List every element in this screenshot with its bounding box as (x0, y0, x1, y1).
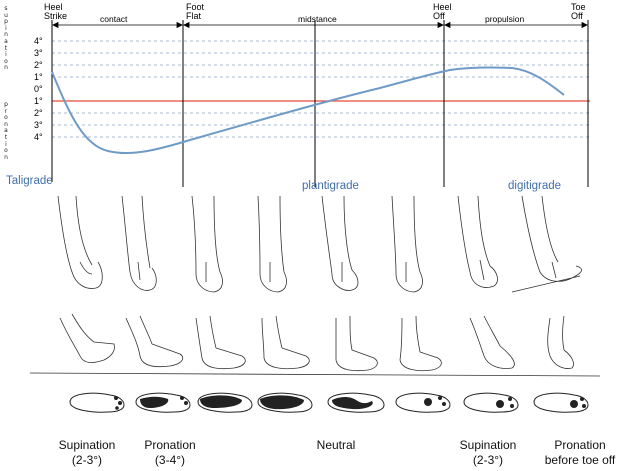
y-tick-label: 0° (34, 84, 43, 94)
state-supination-1-range: (2-3°) (72, 453, 102, 467)
heel-strike-label-2: Strike (44, 11, 67, 21)
footprint-row (69, 392, 589, 413)
foot-flat-label-1: Foot (186, 2, 205, 12)
state-neutral: Neutral (317, 438, 356, 452)
grid-lines (52, 40, 590, 138)
y-tick-label: 1° (34, 72, 43, 82)
footprint-3 (197, 392, 253, 413)
ground-line (29, 372, 601, 377)
digitigrade-label: digitigrade (508, 180, 561, 192)
state-pronation-1: Pronation (144, 438, 195, 452)
rear-view-1 (57, 195, 103, 289)
rear-view-5 (321, 195, 359, 291)
heel-strike-label-1: Heel (44, 2, 63, 12)
footprint-7 (463, 392, 519, 413)
side-view-4 (261, 315, 310, 370)
rear-view-2 (121, 195, 157, 291)
side-view-6 (399, 315, 442, 372)
footprint-6 (395, 392, 451, 413)
side-view-2 (125, 315, 184, 368)
y-tick-label: 3° (34, 120, 43, 130)
rear-view-6 (391, 195, 423, 293)
side-view-1 (59, 313, 115, 364)
y-tick-label: 4° (34, 132, 43, 142)
heel-off-label-1: Heel (433, 2, 452, 12)
plantigrade-label: plantigrade (302, 180, 359, 192)
toe-off-label-1: Toe (571, 2, 586, 12)
phase-propulsion-label: propulsion (485, 14, 524, 24)
phase-arrows (52, 21, 588, 29)
y-tick-label: 2° (34, 60, 43, 70)
side-view-7 (469, 315, 515, 369)
motion-curve (51, 66, 565, 155)
tick-labels: 4° 3° 2° 1° 0° 1° 2° 3° 4° (34, 36, 43, 142)
state-pronation-2: Pronation (554, 438, 605, 452)
phase-midstance-label: midstance (298, 14, 337, 24)
footprint-1 (69, 392, 125, 413)
y-tick-label: 4° (34, 36, 43, 46)
toe-off-label-2: Off (571, 11, 583, 21)
rear-view-8 (511, 195, 582, 293)
footprint-2 (135, 392, 191, 413)
state-supination-2: Supination (460, 438, 517, 452)
state-pronation-2-range: before toe off (545, 453, 616, 467)
side-view-sketches (29, 313, 601, 377)
taligrade-label: Taligrade (6, 175, 53, 187)
rear-view-7 (457, 195, 498, 288)
foot-flat-label-2: Flat (186, 11, 202, 21)
side-view-8 (547, 315, 574, 369)
rear-view-3 (191, 195, 223, 293)
phase-contact-label: contact (100, 14, 128, 24)
rear-view-4 (257, 195, 287, 293)
foot-state-labels: Supination (2-3°) Pronation (3-4°) Neutr… (59, 438, 616, 467)
y-tick-label: 1° (34, 96, 43, 106)
state-supination-2-range: (2-3°) (473, 453, 503, 467)
state-pronation-1-range: (3-4°) (155, 453, 185, 467)
footprint-4 (257, 392, 313, 413)
y-tick-label: 3° (34, 48, 43, 58)
footprint-5 (327, 392, 385, 413)
footprint-8 (533, 392, 589, 413)
side-view-5 (335, 315, 378, 372)
state-supination-1: Supination (59, 438, 116, 452)
heel-off-label-2: Off (433, 11, 445, 21)
y-tick-label: 2° (34, 108, 43, 118)
rear-view-sketches (57, 195, 582, 293)
side-view-3 (195, 315, 246, 370)
